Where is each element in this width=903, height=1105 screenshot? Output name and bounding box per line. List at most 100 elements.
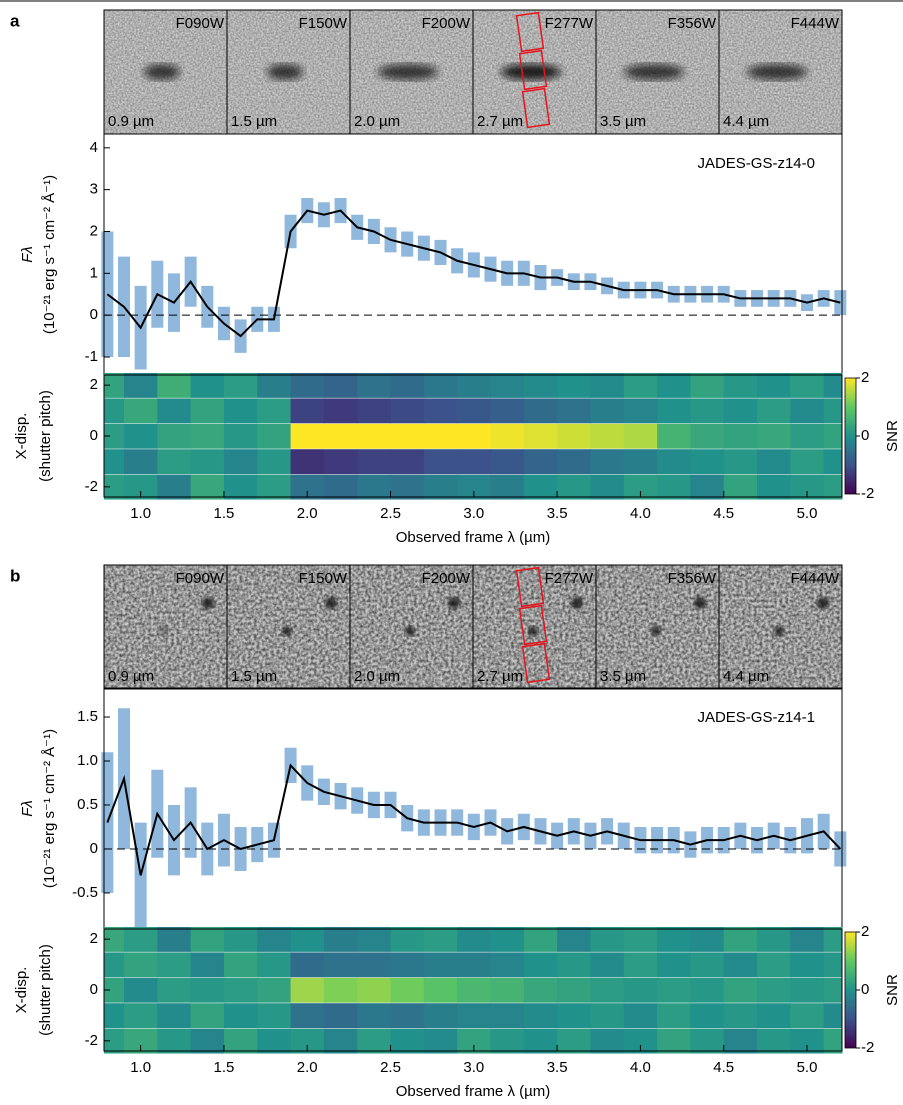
snr-cell xyxy=(723,1028,758,1054)
snr-cell xyxy=(190,1003,225,1029)
snr-cell xyxy=(423,449,458,475)
snr-cell xyxy=(157,952,192,978)
snr-cell xyxy=(223,952,258,978)
neighbor xyxy=(571,597,583,609)
snr-cell xyxy=(790,952,825,978)
snr-cell xyxy=(790,977,825,1003)
source xyxy=(405,626,415,636)
snr-cell xyxy=(290,423,325,449)
y-tick-label: 4 xyxy=(90,139,98,156)
snr-cell xyxy=(357,474,392,500)
snr-cell xyxy=(123,398,158,424)
snr-cell xyxy=(290,977,325,1003)
snr-cell xyxy=(123,926,158,952)
spectrum-line xyxy=(106,209,841,338)
snr-cell xyxy=(390,372,425,398)
spectrum-line xyxy=(106,763,842,876)
x-tick-label: 1.5 xyxy=(214,505,235,522)
snr-cell xyxy=(104,1028,125,1054)
snr-cell xyxy=(257,372,292,398)
snr-cell xyxy=(690,926,725,952)
snr-cell xyxy=(723,926,758,952)
snr-cell xyxy=(490,474,525,500)
x-tick-label: 1.5 xyxy=(214,1059,235,1076)
snr-cell xyxy=(357,1003,392,1029)
snr-cell xyxy=(590,398,625,424)
snr-cell xyxy=(257,926,292,952)
wavelength-label: 2.0 µm xyxy=(354,668,400,685)
x-tick-label: 4.5 xyxy=(713,505,734,522)
wavelength-label: 0.9 µm xyxy=(108,113,154,130)
snr-cell xyxy=(657,926,691,952)
source xyxy=(144,64,180,80)
snr-cell xyxy=(823,977,843,1003)
colorbar-tick-label: -2 xyxy=(861,1039,874,1056)
source xyxy=(624,64,684,80)
snr-cell xyxy=(790,398,825,424)
snr-cell xyxy=(257,952,292,978)
snr-cell xyxy=(657,474,691,500)
colorbar xyxy=(844,377,857,495)
snr-cell xyxy=(290,926,325,952)
snr-cell xyxy=(557,952,591,978)
snr-cell xyxy=(757,474,791,500)
snr-cell xyxy=(423,926,458,952)
source xyxy=(267,64,303,80)
wavelength-label: 0.9 µm xyxy=(108,668,154,685)
snr-cell xyxy=(457,398,491,424)
snr-cell xyxy=(823,1003,843,1029)
colorbar-tick-label: 2 xyxy=(861,923,869,940)
source xyxy=(774,626,784,636)
y-tick-label: 1 xyxy=(90,264,98,281)
snr-cell xyxy=(323,449,358,475)
y-label: X-disp. xyxy=(13,413,30,460)
snr-cell xyxy=(823,1028,843,1054)
snr-cell xyxy=(490,977,525,1003)
annotation: JADES-GS-z14-1 xyxy=(697,709,815,726)
snr-cell xyxy=(523,1028,558,1054)
wavelength-label: 3.5 µm xyxy=(600,113,646,130)
snr-cell xyxy=(257,398,292,424)
snr-cell xyxy=(323,926,358,952)
plot-frame xyxy=(103,374,843,498)
snr-cell xyxy=(290,398,325,424)
y-unit: (10⁻²¹ erg s⁻¹ cm⁻² Å⁻¹) xyxy=(41,175,58,334)
snr-cell xyxy=(423,423,458,449)
wavelength-label: 2.0 µm xyxy=(354,113,400,130)
snr-cell xyxy=(490,1003,525,1029)
snr-cell xyxy=(157,474,192,500)
y-tick-label: 2 xyxy=(90,930,98,947)
y-label: (shutter pitch) xyxy=(37,390,54,482)
snr-cell xyxy=(390,449,425,475)
snr-cell xyxy=(623,449,658,475)
snr-cell xyxy=(823,398,843,424)
snr-cell xyxy=(823,423,843,449)
x-tick-label: 1.0 xyxy=(130,1059,151,1076)
snr-cell xyxy=(757,977,791,1003)
snr-cell xyxy=(104,926,125,952)
y-tick-label: -2 xyxy=(85,478,98,495)
slit xyxy=(515,11,545,53)
snr-cell xyxy=(523,423,558,449)
snr-cell xyxy=(823,372,843,398)
y-tick-label: -0.5 xyxy=(72,884,98,901)
x-tick-label: 1.0 xyxy=(130,505,151,522)
filter-label: F444W xyxy=(791,570,840,587)
snr-cell xyxy=(190,372,225,398)
snr-cell xyxy=(723,449,758,475)
x-tick-label: 2.0 xyxy=(297,505,318,522)
x-tick-label: 3.0 xyxy=(463,505,484,522)
snr-cell xyxy=(190,926,225,952)
filter-label: F150W xyxy=(299,570,348,587)
snr-cell xyxy=(623,952,658,978)
y-tick-label: -2 xyxy=(85,1032,98,1049)
snr-cell xyxy=(190,977,225,1003)
snr-cell xyxy=(223,474,258,500)
neighbor xyxy=(325,597,337,609)
neighbor xyxy=(448,597,460,609)
snr-cell xyxy=(190,1028,225,1054)
snr-cell xyxy=(590,977,625,1003)
snr-cell xyxy=(523,926,558,952)
snr-cell xyxy=(557,474,591,500)
